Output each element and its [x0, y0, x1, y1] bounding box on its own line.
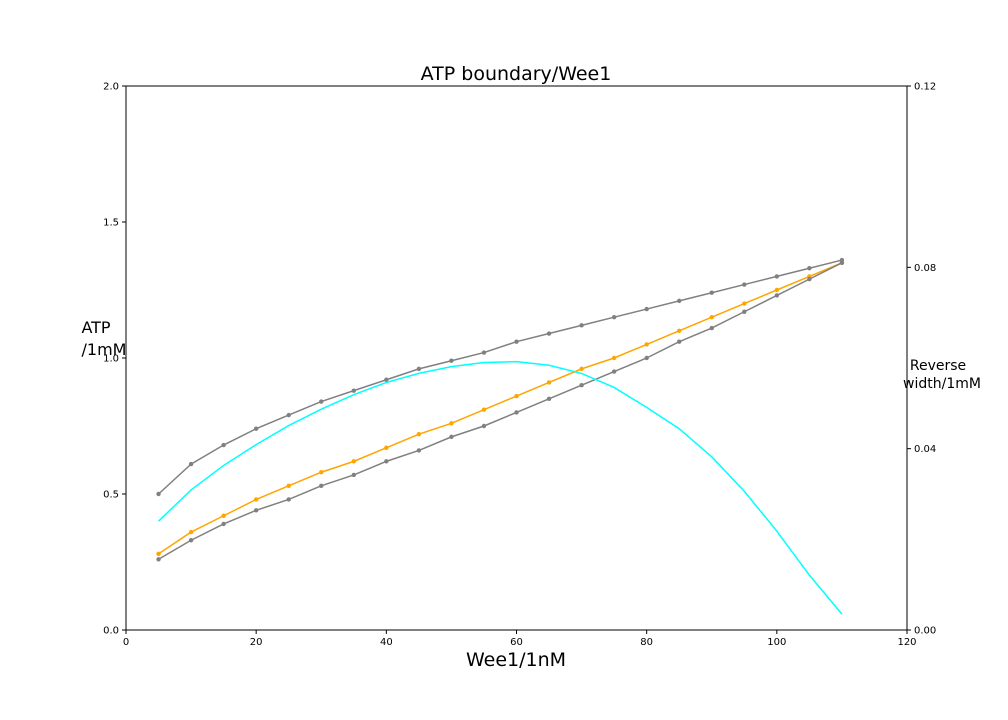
- series-2-point: [188, 529, 194, 535]
- series-3-point: [319, 483, 324, 489]
- series-1-point: [742, 282, 747, 287]
- series-2-point: [319, 470, 324, 475]
- series-1-point: [156, 491, 161, 497]
- series-3-point: [481, 423, 487, 429]
- series-2-point: [384, 445, 389, 450]
- y2-axis: 0.00 0.04 0.08 0.12: [907, 82, 936, 637]
- series-3-point: [742, 309, 747, 314]
- y-tick-label: 0.5: [103, 490, 119, 501]
- y-axis-label-line-1: ATP: [81, 318, 110, 337]
- y2-tick-label: 0.08: [914, 263, 936, 274]
- series-2-point: [351, 459, 356, 464]
- series-2-point: [416, 431, 422, 437]
- series-2-point: [221, 513, 226, 518]
- series-1-point: [221, 442, 226, 448]
- series-1-point: [384, 377, 389, 382]
- series-1-point: [449, 358, 454, 363]
- series-2-line: [158, 262, 843, 555]
- series-3-point: [253, 508, 259, 513]
- x-tick-label: 100: [767, 637, 786, 648]
- y-tick-label: 0.0: [103, 626, 119, 637]
- series-1-point: [286, 412, 291, 418]
- series-3-point: [839, 260, 845, 265]
- series-3-point: [644, 355, 649, 361]
- series-3-point: [416, 448, 422, 453]
- y2-axis-label-line-2: width/1mM: [903, 376, 981, 392]
- x-tick-label: 80: [640, 637, 653, 648]
- series-1-point: [677, 298, 682, 304]
- series-2-point: [742, 301, 747, 306]
- series-2-point: [449, 421, 454, 426]
- series-2-point: [514, 393, 519, 399]
- y-tick-label: 2.0: [103, 82, 119, 93]
- y-tick-label: 1.5: [103, 218, 119, 229]
- plot-area: [156, 257, 845, 615]
- y2-axis-label-line-1: Reverse: [910, 358, 966, 374]
- series-3-point: [677, 339, 682, 344]
- series-3-point: [579, 383, 584, 388]
- x-axis: 0 20 40 60 80 100 120: [123, 630, 917, 648]
- chart-title: ATP boundary/Wee1: [421, 63, 612, 85]
- y-tick-label: 1.0: [103, 354, 119, 365]
- series-3-point: [709, 325, 714, 331]
- series-3-line: [158, 262, 843, 560]
- x-tick-label: 0: [123, 637, 129, 648]
- series-1-point: [611, 315, 617, 320]
- series-3-point: [221, 521, 226, 527]
- series-3-point: [611, 369, 617, 374]
- series-2-point: [286, 483, 291, 489]
- y2-tick-label: 0.12: [914, 82, 936, 93]
- series-3-point: [188, 538, 194, 543]
- series-3-point: [351, 472, 356, 478]
- series-3-point: [156, 557, 161, 562]
- series-3-point: [546, 396, 552, 401]
- y2-tick-label: 0.00: [914, 626, 936, 637]
- series-3-point: [807, 276, 812, 282]
- series-2-point: [677, 328, 682, 333]
- series-1-point: [774, 274, 780, 279]
- series-3-point: [286, 497, 291, 502]
- x-tick-label: 20: [250, 637, 263, 648]
- series-2-point: [546, 380, 552, 385]
- series-2-point: [253, 497, 259, 502]
- series-1-point: [709, 290, 714, 295]
- series-3-point: [384, 459, 389, 464]
- series-1-point: [319, 399, 324, 404]
- series-1-point: [481, 350, 487, 355]
- series-1-point: [514, 339, 519, 344]
- series-3-point: [514, 410, 519, 415]
- series-2-point: [579, 366, 584, 372]
- x-tick-label: 40: [380, 637, 393, 648]
- series-4-line: [158, 360, 843, 615]
- x-axis-label: Wee1/1nM: [466, 649, 566, 671]
- y2-tick-label: 0.04: [914, 444, 936, 455]
- series-1-point: [546, 331, 552, 336]
- series-2-point: [611, 355, 617, 361]
- series-1-line: [158, 259, 843, 495]
- series-1-point: [579, 323, 584, 328]
- series-3-point: [449, 434, 454, 440]
- series-1-point: [807, 266, 812, 271]
- series-2-point: [774, 287, 780, 293]
- y-axis: 0.0 0.5 1.0 1.5 2.0: [103, 82, 126, 637]
- series-1-point: [253, 426, 259, 431]
- series-3-point: [774, 293, 780, 298]
- series-2-point: [481, 407, 487, 412]
- series-1-point: [351, 388, 356, 393]
- series-1-point: [416, 366, 422, 372]
- series-1-point: [188, 461, 194, 467]
- y-axis-label-line-2: /1mM: [82, 340, 127, 359]
- series-2-point: [156, 551, 161, 557]
- series-2-point: [709, 315, 714, 320]
- series-1-point: [644, 306, 649, 312]
- series-2-point: [644, 342, 649, 347]
- x-tick-label: 60: [510, 637, 523, 648]
- x-tick-label: 120: [897, 637, 916, 648]
